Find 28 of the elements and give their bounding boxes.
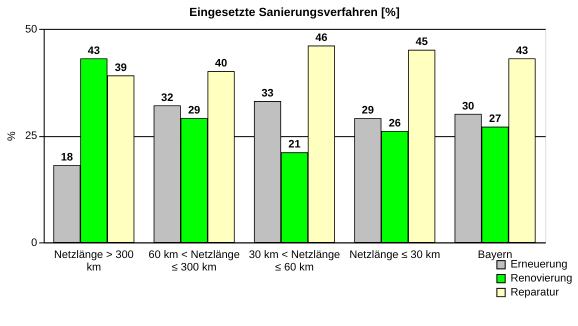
data-label: 43 xyxy=(516,44,528,57)
legend-label: Renovierung xyxy=(510,272,572,285)
data-label: 29 xyxy=(188,104,200,117)
data-label: 39 xyxy=(114,62,127,74)
y-tick-label: 50 xyxy=(25,23,38,36)
data-label: 40 xyxy=(215,58,228,70)
data-label: 46 xyxy=(315,32,328,44)
data-label: 21 xyxy=(288,138,301,151)
data-label: 27 xyxy=(489,113,502,126)
data-label: 29 xyxy=(362,104,374,117)
data-label: 30 xyxy=(462,100,474,112)
data-label: 18 xyxy=(60,152,73,164)
legend-label: Reparatur xyxy=(510,286,560,299)
y-axis-title: % xyxy=(6,130,18,141)
data-label: 32 xyxy=(161,92,174,104)
chart-title: Eingesetzte Sanierungsverfahren [%] xyxy=(189,4,400,19)
data-label: 26 xyxy=(388,117,401,130)
x-tick-label: Bayern xyxy=(478,248,512,261)
y-tick-label: 25 xyxy=(25,130,38,142)
y-tick-label: 0 xyxy=(31,236,38,249)
data-label: 33 xyxy=(261,87,274,100)
x-tick-label: Netzlänge > 300 km xyxy=(54,248,134,274)
x-tick-label: Netzlänge ≤ 30 km xyxy=(349,248,440,261)
data-label: 45 xyxy=(416,36,428,48)
data-label: 43 xyxy=(88,44,100,57)
legend-label: Erneuerung xyxy=(510,258,568,271)
x-tick-label: 60 km < Netzlänge ≤ 300 km xyxy=(148,248,240,274)
x-tick-label: 30 km < Netzlänge ≤ 60 km xyxy=(248,248,340,274)
